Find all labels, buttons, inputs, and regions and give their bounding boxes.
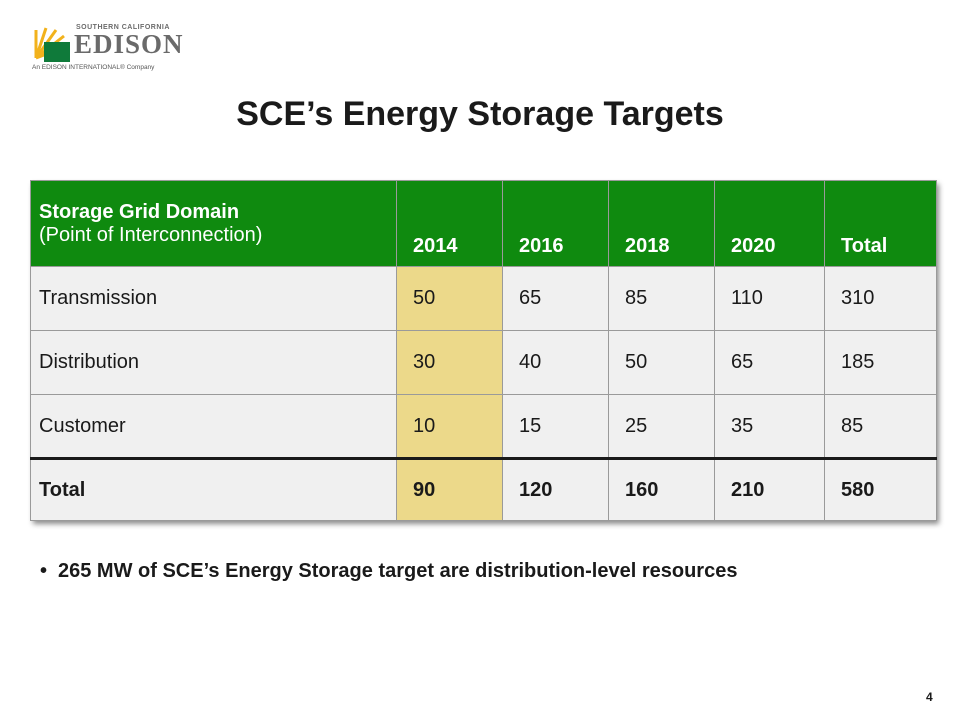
table-cell: 120 — [502, 457, 609, 521]
logo-company-small: SOUTHERN CALIFORNIA — [76, 24, 170, 31]
bullet-text: 265 MW of SCE’s Energy Storage target ar… — [58, 560, 738, 582]
bullet-dot-icon: • — [40, 560, 48, 582]
table-cell: 30 — [396, 330, 503, 395]
header-year-2016: 2016 — [502, 180, 609, 267]
table-cell: 10 — [396, 394, 503, 459]
header-total: Total — [824, 180, 937, 267]
header-domain-title: Storage Grid Domain — [39, 200, 240, 223]
table-row: Transmission 50 65 85 110 310 — [30, 266, 937, 331]
header-year-2020: 2020 — [714, 180, 825, 267]
row-label: Transmission — [30, 266, 397, 331]
table-cell: 185 — [824, 330, 937, 395]
row-label: Customer — [30, 394, 397, 459]
table-cell: 65 — [502, 266, 609, 331]
sun-logo-icon — [30, 22, 70, 62]
table-cell: 40 — [502, 330, 609, 395]
table-cell: 65 — [714, 330, 825, 395]
table-cell: 35 — [714, 394, 825, 459]
table-header-row: Storage Grid Domain (Point of Interconne… — [30, 180, 937, 267]
table-cell: 85 — [824, 394, 937, 459]
table-cell: 50 — [608, 330, 715, 395]
table-cell: 15 — [502, 394, 609, 459]
header-year-2014: 2014 — [396, 180, 503, 267]
table-cell: 50 — [396, 266, 503, 331]
page-number: 4 — [926, 690, 933, 704]
logo-company-main: EDISON — [74, 29, 184, 59]
row-label: Distribution — [30, 330, 397, 395]
storage-targets-table: Storage Grid Domain (Point of Interconne… — [30, 180, 937, 521]
table-row: Customer 10 15 25 35 85 — [30, 394, 937, 459]
table-cell: 25 — [608, 394, 715, 459]
row-label: Total — [30, 457, 397, 521]
table-cell: 85 — [608, 266, 715, 331]
header-domain-subtitle: (Point of Interconnection) — [39, 223, 263, 246]
header-domain: Storage Grid Domain (Point of Interconne… — [30, 180, 397, 267]
logo-tagline: An EDISON INTERNATIONAL® Company — [32, 64, 155, 71]
slide-title: SCE’s Energy Storage Targets — [236, 95, 724, 133]
table-cell: 160 — [608, 457, 715, 521]
table-cell: 210 — [714, 457, 825, 521]
header-year-2018: 2018 — [608, 180, 715, 267]
edison-logo: SOUTHERN CALIFORNIA EDISON An EDISON INT… — [30, 22, 183, 74]
table-cell: 90 — [396, 457, 503, 521]
storage-targets-table-container: Storage Grid Domain (Point of Interconne… — [30, 180, 937, 521]
bullet-point: • 265 MW of SCE’s Energy Storage target a… — [40, 560, 930, 583]
table-cell: 310 — [824, 266, 937, 331]
table-cell: 110 — [714, 266, 825, 331]
table-row: Distribution 30 40 50 65 185 — [30, 330, 937, 395]
table-total-row: Total 90 120 160 210 580 — [30, 457, 937, 521]
table-cell: 580 — [824, 457, 937, 521]
